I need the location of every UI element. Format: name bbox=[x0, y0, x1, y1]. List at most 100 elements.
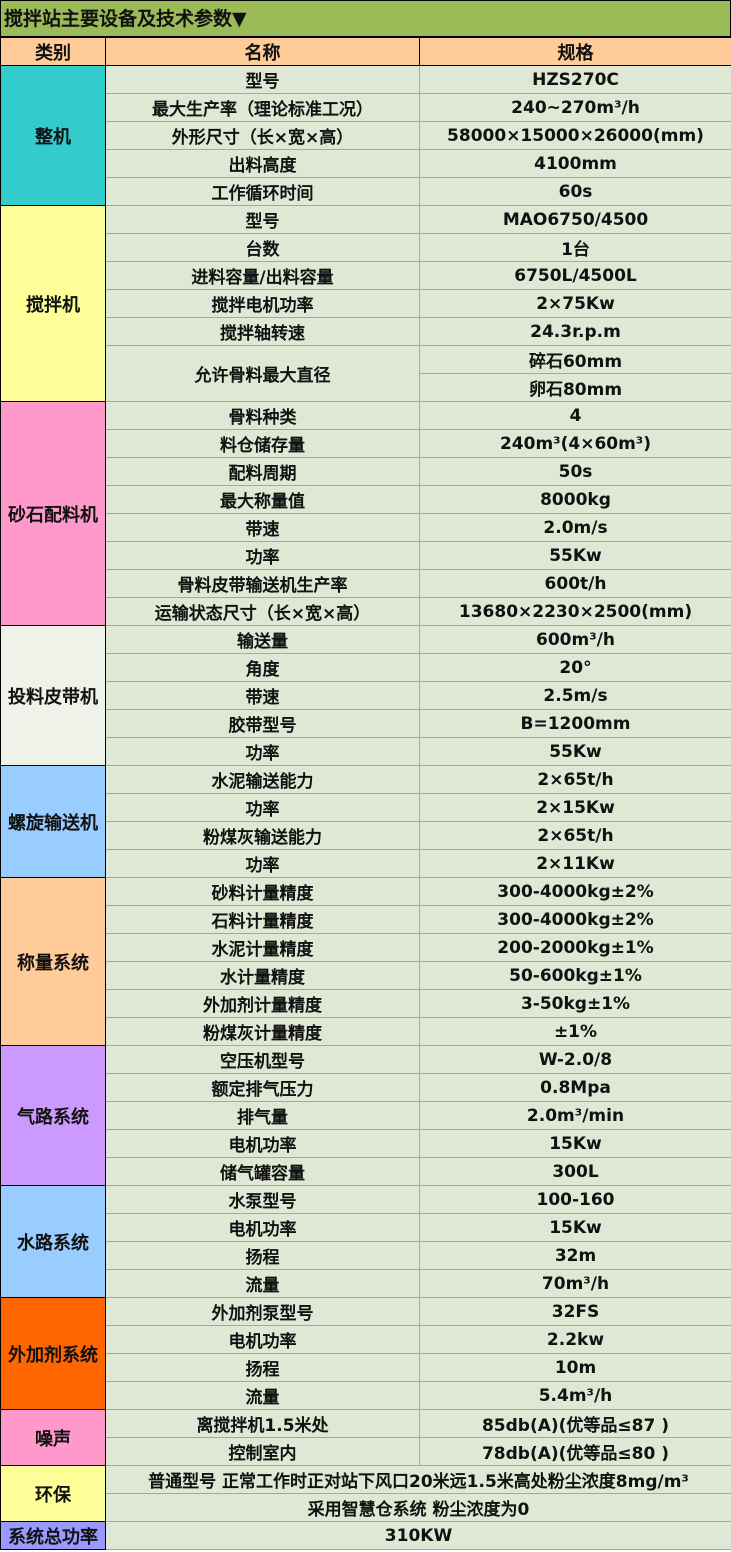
param-name: 外形尺寸（长×宽×高） bbox=[105, 121, 420, 150]
param-name: 允许骨料最大直径 bbox=[105, 345, 420, 402]
param-spec: W-2.0/8 bbox=[419, 1045, 731, 1074]
param-spec: 卵石80mm bbox=[419, 373, 731, 402]
param-name: 粉煤灰输送能力 bbox=[105, 821, 420, 850]
table-row: 水路系统 水泵型号 100-160 bbox=[0, 1185, 731, 1298]
param-spec: 2.0m/s bbox=[419, 513, 731, 542]
merged-cell: 普通型号 正常工作时正对站下风口20米远1.5米高处粉尘浓度8mg/m³ bbox=[105, 1465, 731, 1494]
category-cell: 螺旋输送机 bbox=[0, 765, 106, 878]
table-row: 称量系统 砂料计量精度 300-4000kg±2% bbox=[0, 877, 731, 1046]
table-row: 环保 普通型号 正常工作时正对站下风口20米远1.5米高处粉尘浓度8mg/m³ bbox=[0, 1465, 731, 1522]
param-spec: 4 bbox=[419, 401, 731, 430]
param-name: 搅拌电机功率 bbox=[105, 289, 420, 318]
table-row: 配料周期 50s bbox=[1, 457, 731, 486]
table-row: 采用智慧仓系统 粉尘浓度为0 bbox=[1, 1493, 731, 1522]
param-name: 水计量精度 bbox=[105, 961, 420, 990]
param-spec: 2.0m³/min bbox=[419, 1101, 731, 1130]
table-row: 扬程 10m bbox=[1, 1353, 731, 1382]
category-cell: 水路系统 bbox=[0, 1185, 106, 1298]
table-row: 扬程 32m bbox=[1, 1241, 731, 1270]
param-spec: 240m³(4×60m³) bbox=[419, 429, 731, 458]
param-name: 进料容量/出料容量 bbox=[105, 261, 420, 290]
param-name: 输送量 bbox=[105, 625, 420, 654]
table-row: 控制室内 78db(A)(优等品≤80 ) bbox=[1, 1437, 731, 1466]
param-spec: 0.8Mpa bbox=[419, 1073, 731, 1102]
header-category: 类别 bbox=[0, 37, 106, 66]
param-spec: 15Kw bbox=[419, 1129, 731, 1158]
param-spec: B=1200mm bbox=[419, 709, 731, 738]
param-spec: 50-600kg±1% bbox=[419, 961, 731, 990]
param-name: 搅拌轴转速 bbox=[105, 317, 420, 346]
sheet-title: 搅拌站主要设备及技术参数▼ bbox=[0, 0, 731, 37]
table-row: 搅拌机 型号 MAO6750/4500 bbox=[0, 205, 731, 402]
table-row: 出料高度 4100mm bbox=[1, 149, 731, 178]
param-name: 电机功率 bbox=[105, 1325, 420, 1354]
param-spec: 15Kw bbox=[419, 1213, 731, 1242]
param-name: 水泵型号 bbox=[105, 1185, 420, 1214]
param-name: 粉煤灰计量精度 bbox=[105, 1017, 420, 1046]
param-spec: 2.2kw bbox=[419, 1325, 731, 1354]
param-name: 电机功率 bbox=[105, 1213, 420, 1242]
param-name: 砂料计量精度 bbox=[105, 877, 420, 906]
param-name: 离搅拌机1.5米处 bbox=[105, 1409, 420, 1438]
param-spec: HZS270C bbox=[419, 65, 731, 94]
param-name: 水泥计量精度 bbox=[105, 933, 420, 962]
param-spec: 2×65t/h bbox=[419, 821, 731, 850]
param-name: 台数 bbox=[105, 233, 420, 262]
param-name: 最大生产率（理论标准工况） bbox=[105, 93, 420, 122]
table-row: 水计量精度 50-600kg±1% bbox=[1, 961, 731, 990]
param-spec: 300-4000kg±2% bbox=[419, 905, 731, 934]
param-name: 扬程 bbox=[105, 1353, 420, 1382]
table-row: 砂石配料机 骨料种类 4 bbox=[0, 401, 731, 626]
merged-cell: 310KW bbox=[105, 1521, 731, 1550]
table-row: 气路系统 空压机型号 W-2.0/8 bbox=[0, 1045, 731, 1186]
table-row: 胶带型号 B=1200mm bbox=[1, 709, 731, 738]
param-spec: 13680×2230×2500(mm) bbox=[419, 597, 731, 626]
param-name: 骨料种类 bbox=[105, 401, 420, 430]
param-name: 功率 bbox=[105, 737, 420, 766]
param-spec: 2×11Kw bbox=[419, 849, 731, 878]
param-spec: 2×75Kw bbox=[419, 289, 731, 318]
param-name: 额定排气压力 bbox=[105, 1073, 420, 1102]
param-spec: ±1% bbox=[419, 1017, 731, 1046]
merged-cell: 采用智慧仓系统 粉尘浓度为0 bbox=[105, 1493, 731, 1522]
param-spec: 300-4000kg±2% bbox=[419, 877, 731, 906]
table-row: 功率 55Kw bbox=[1, 737, 731, 766]
table-row: 整机 型号 HZS270C bbox=[0, 65, 731, 206]
category-cell: 外加剂系统 bbox=[0, 1297, 106, 1410]
param-spec: 2×65t/h bbox=[419, 765, 731, 794]
category-cell: 系统总功率 bbox=[0, 1521, 106, 1550]
table-row: 粉煤灰输送能力 2×65t/h bbox=[1, 821, 731, 850]
table-row: 电机功率 2.2kw bbox=[1, 1325, 731, 1354]
param-spec: 10m bbox=[419, 1353, 731, 1382]
table-row: 带速 2.0m/s bbox=[1, 513, 731, 542]
table-row: 投料皮带机 输送量 600m³/h bbox=[0, 625, 731, 766]
param-name: 石料计量精度 bbox=[105, 905, 420, 934]
param-name: 料仓储存量 bbox=[105, 429, 420, 458]
table-row: 粉煤灰计量精度 ±1% bbox=[1, 1017, 731, 1046]
param-name: 运输状态尺寸（长×宽×高） bbox=[105, 597, 420, 626]
category-cell: 整机 bbox=[0, 65, 106, 206]
header-row: 类别 名称 规格 bbox=[0, 37, 731, 66]
table-row: 噪声 离搅拌机1.5米处 85db(A)(优等品≤87 ) bbox=[0, 1409, 731, 1466]
param-name: 出料高度 bbox=[105, 149, 420, 178]
table-row: 水泥计量精度 200-2000kg±1% bbox=[1, 933, 731, 962]
header-spec: 规格 bbox=[419, 37, 731, 66]
table-row: 功率 2×11Kw bbox=[1, 849, 731, 878]
param-spec: 50s bbox=[419, 457, 731, 486]
param-spec: 60s bbox=[419, 177, 731, 206]
table-row: 卵石80mm bbox=[1, 373, 731, 402]
param-name: 水泥输送能力 bbox=[105, 765, 420, 794]
table-row: 进料容量/出料容量 6750L/4500L bbox=[1, 261, 731, 290]
param-name: 型号 bbox=[105, 65, 420, 94]
param-spec: 600t/h bbox=[419, 569, 731, 598]
table-row: 搅拌电机功率 2×75Kw bbox=[1, 289, 731, 318]
param-spec: 300L bbox=[419, 1157, 731, 1186]
param-spec: 32m bbox=[419, 1241, 731, 1270]
param-name: 功率 bbox=[105, 541, 420, 570]
param-name: 流量 bbox=[105, 1381, 420, 1410]
table-row: 外加剂计量精度 3-50kg±1% bbox=[1, 989, 731, 1018]
category-cell: 搅拌机 bbox=[0, 205, 106, 402]
category-cell: 噪声 bbox=[0, 1409, 106, 1466]
table-row: 骨料皮带输送机生产率 600t/h bbox=[1, 569, 731, 598]
